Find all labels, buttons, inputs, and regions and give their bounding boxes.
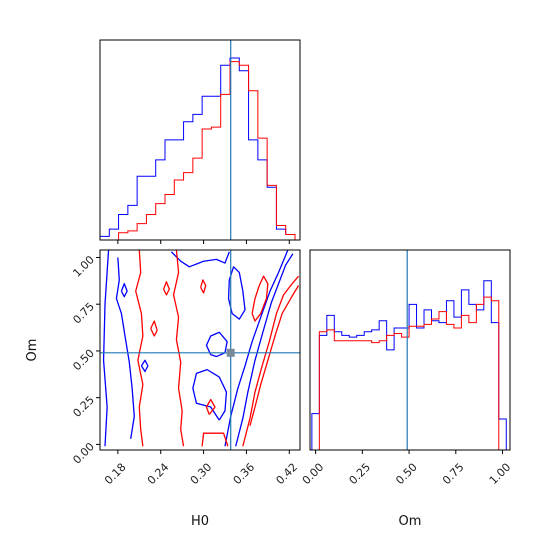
Om-histograms — [311, 280, 507, 451]
H0-marginal-ticks — [117, 240, 290, 244]
contour-blue — [205, 331, 228, 358]
H0-histograms — [99, 57, 296, 241]
joint-frame — [99, 249, 301, 451]
contour-red — [150, 320, 158, 337]
Om-x-tick-label: 1.00 — [487, 461, 514, 488]
H0-tick-label: 0.24 — [145, 461, 172, 488]
y-axis-title-Om: Om — [25, 339, 40, 362]
contour-red — [242, 275, 300, 447]
contour-red — [251, 275, 269, 322]
contour-red — [200, 279, 207, 294]
contour-red — [162, 281, 170, 296]
Om-tick-label: 0.50 — [70, 347, 97, 374]
x-axis-title-H0: H0 — [191, 514, 209, 529]
H0-tick-label: 0.30 — [188, 461, 215, 488]
contour-red — [249, 285, 300, 426]
H0-hist-blue — [99, 57, 296, 240]
H0-marginal-frame — [99, 39, 301, 241]
joint-y-ticks: 0.00 0.25 0.50 0.75 1.00 — [70, 253, 100, 467]
contour-blue — [235, 253, 294, 447]
truth-marker — [226, 348, 235, 357]
H0-tick-label: 0.42 — [274, 461, 301, 488]
Om-hist-blue — [311, 280, 507, 450]
contour-blue — [224, 249, 289, 447]
Om-tick-label: 0.00 — [70, 440, 97, 467]
contour-red — [135, 249, 144, 447]
Om-marginal-frame — [309, 249, 511, 451]
contour-red — [172, 249, 185, 447]
joint-contours — [102, 249, 300, 447]
contour-red — [205, 398, 216, 415]
contour-blue — [115, 257, 135, 439]
Om-x-ticks: 0.00 0.25 0.50 0.75 1.00 — [300, 450, 513, 487]
Om-tick-label: 1.00 — [70, 253, 97, 280]
contour-blue — [192, 368, 228, 421]
Om-tick-label: 0.75 — [70, 300, 97, 327]
Om-hist-red — [311, 296, 507, 451]
contour-blue — [120, 282, 128, 298]
H0-marginal-panel — [99, 39, 301, 244]
contour-blue — [140, 359, 149, 373]
Om-x-tick-label: 0.25 — [347, 461, 374, 488]
Om-tick-label: 0.25 — [70, 393, 97, 420]
H0-hist-red — [100, 61, 296, 241]
Om-x-tick-label: 0.00 — [300, 461, 327, 488]
joint-x-ticks: 0.18 0.24 0.30 0.36 0.42 — [102, 450, 300, 487]
contour-red — [201, 432, 229, 447]
H0-tick-label: 0.36 — [231, 461, 258, 488]
H0-tick-label: 0.18 — [102, 461, 129, 488]
x-axis-title-Om: Om — [399, 514, 422, 529]
Om-marginal-panel: 0.00 0.25 0.50 0.75 1.00 — [300, 249, 513, 487]
contour-blue — [170, 251, 230, 268]
joint-panel: 0.18 0.24 0.30 0.36 0.42 0.00 0.25 0.50 0.75 1.0… — [70, 249, 301, 487]
Om-x-tick-label: 0.75 — [440, 461, 467, 488]
Om-x-tick-label: 0.50 — [393, 461, 420, 488]
contour-blue — [102, 249, 110, 447]
